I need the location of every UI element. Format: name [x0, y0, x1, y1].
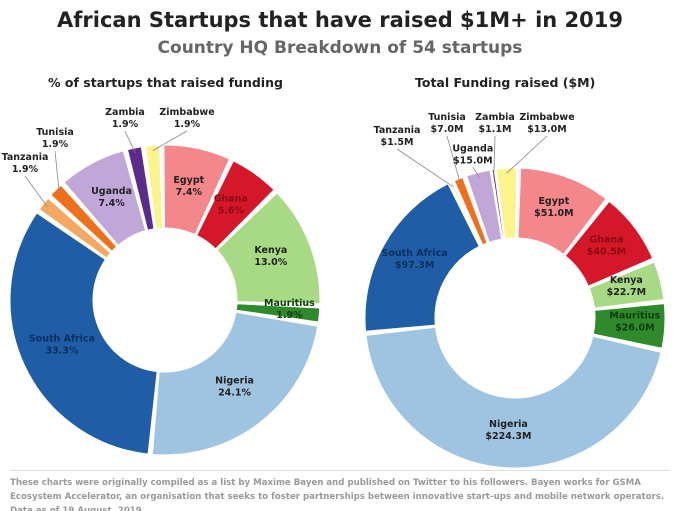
slice-tunisia — [50, 184, 118, 252]
slice-label-name: South Africa — [29, 334, 95, 345]
slice-label-name: Kenya — [610, 275, 643, 286]
slice-egypt — [517, 167, 607, 256]
slice-label-name: Uganda — [452, 143, 493, 154]
leader-line — [493, 135, 496, 175]
slice-label-value: 33.3% — [45, 346, 78, 357]
leader-line — [152, 130, 188, 151]
slice-tanzania — [38, 197, 112, 259]
leader-line — [446, 135, 461, 184]
slice-label-name: Zambia — [475, 112, 515, 123]
slice-label-value: 1.9% — [174, 119, 201, 130]
slice-label-value: $97.3M — [395, 260, 435, 271]
slice-label-value: 7.4% — [176, 187, 203, 198]
slice-kenya — [216, 192, 321, 305]
slice-label-value: 1.9% — [276, 310, 303, 321]
slice-label-value: $15.0M — [453, 155, 493, 166]
slice-uganda — [63, 150, 147, 247]
slice-label-value: $40.5M — [587, 246, 627, 257]
subtitle: Country HQ Breakdown of 54 startups — [157, 38, 523, 58]
slice-label-value: $1.1M — [479, 124, 512, 135]
leader-line — [506, 135, 548, 174]
slice-label-value: 13.0% — [254, 257, 287, 268]
slice-zimbabwe — [495, 167, 517, 240]
slice-label-name: South Africa — [382, 248, 448, 259]
slice-label-value: 1.9% — [112, 119, 139, 130]
slice-label-name: Tanzania — [2, 152, 49, 163]
slice-mauritius — [235, 303, 321, 323]
slice-label-name: Ghana — [589, 234, 623, 245]
slice-egypt — [163, 144, 231, 236]
slice-label-value: $51.0M — [534, 208, 574, 219]
divider — [10, 470, 670, 471]
slice-label-name: Zimbabwe — [159, 107, 214, 118]
slice-label-name: Egypt — [173, 175, 204, 186]
slice-uganda — [466, 169, 503, 243]
donut-charts: Zimbabwe1.9%Egypt7.4%Ghana5.6%Kenya13.0%… — [2, 107, 666, 469]
slice-label-name: Ghana — [214, 194, 248, 205]
slice-label-name: Egypt — [538, 196, 569, 207]
slice-label-value: $224.3M — [485, 431, 531, 442]
slice-label-value: $26.0M — [615, 322, 655, 333]
slice-label-value: 24.1% — [218, 388, 251, 399]
slice-label-value: $13.0M — [527, 124, 567, 135]
slice-label-value: 5.6% — [218, 206, 245, 217]
slice-label-value: $1.5M — [381, 137, 414, 148]
slice-label-name: Kenya — [254, 245, 287, 256]
slice-label-name: Mauritius — [264, 298, 315, 309]
leader-line — [472, 167, 480, 178]
chart-title-left: % of startups that raised funding — [48, 75, 283, 90]
leader-line — [54, 150, 60, 194]
slice-south-africa — [9, 212, 158, 455]
slice-kenya — [588, 261, 665, 309]
slice-mauritius — [592, 303, 666, 349]
leader-line — [124, 130, 136, 154]
slice-label-name: Tunisia — [36, 127, 74, 138]
slice-zimbabwe — [145, 144, 164, 230]
slice-label-value: 1.9% — [42, 139, 69, 150]
slice-nigeria — [151, 311, 319, 456]
slice-label-name: Nigeria — [489, 419, 528, 430]
slice-label-value: 1.9% — [12, 164, 39, 175]
leader-line — [24, 175, 48, 208]
slice-label-name: Nigeria — [215, 376, 254, 387]
slice-label-name: Mauritius — [609, 310, 660, 321]
slice-zambia — [491, 168, 505, 240]
main-title: African Startups that have raised $1M+ i… — [57, 8, 623, 32]
slice-ghana — [196, 160, 275, 250]
slice-label-name: Zambia — [105, 107, 145, 118]
slice-label-name: Zimbabwe — [519, 112, 574, 123]
slice-tanzania — [449, 181, 482, 247]
slice-zambia — [126, 146, 155, 231]
leader-line — [396, 148, 454, 188]
slice-label-name: Tunisia — [428, 112, 466, 123]
slice-ghana — [564, 200, 654, 287]
slice-south-africa — [364, 183, 480, 332]
slice-label-name: Tanzania — [374, 125, 421, 136]
chart-title-right: Total Funding raised ($M) — [415, 75, 596, 90]
slice-nigeria — [365, 326, 662, 469]
slice-label-name: Uganda — [91, 186, 132, 197]
slice-tunisia — [453, 176, 488, 246]
footer-note: These charts were originally compiled as… — [10, 478, 665, 511]
slice-label-value: $22.7M — [607, 287, 647, 298]
slice-label-value: 7.4% — [98, 198, 125, 209]
slice-label-value: $7.0M — [431, 124, 464, 135]
